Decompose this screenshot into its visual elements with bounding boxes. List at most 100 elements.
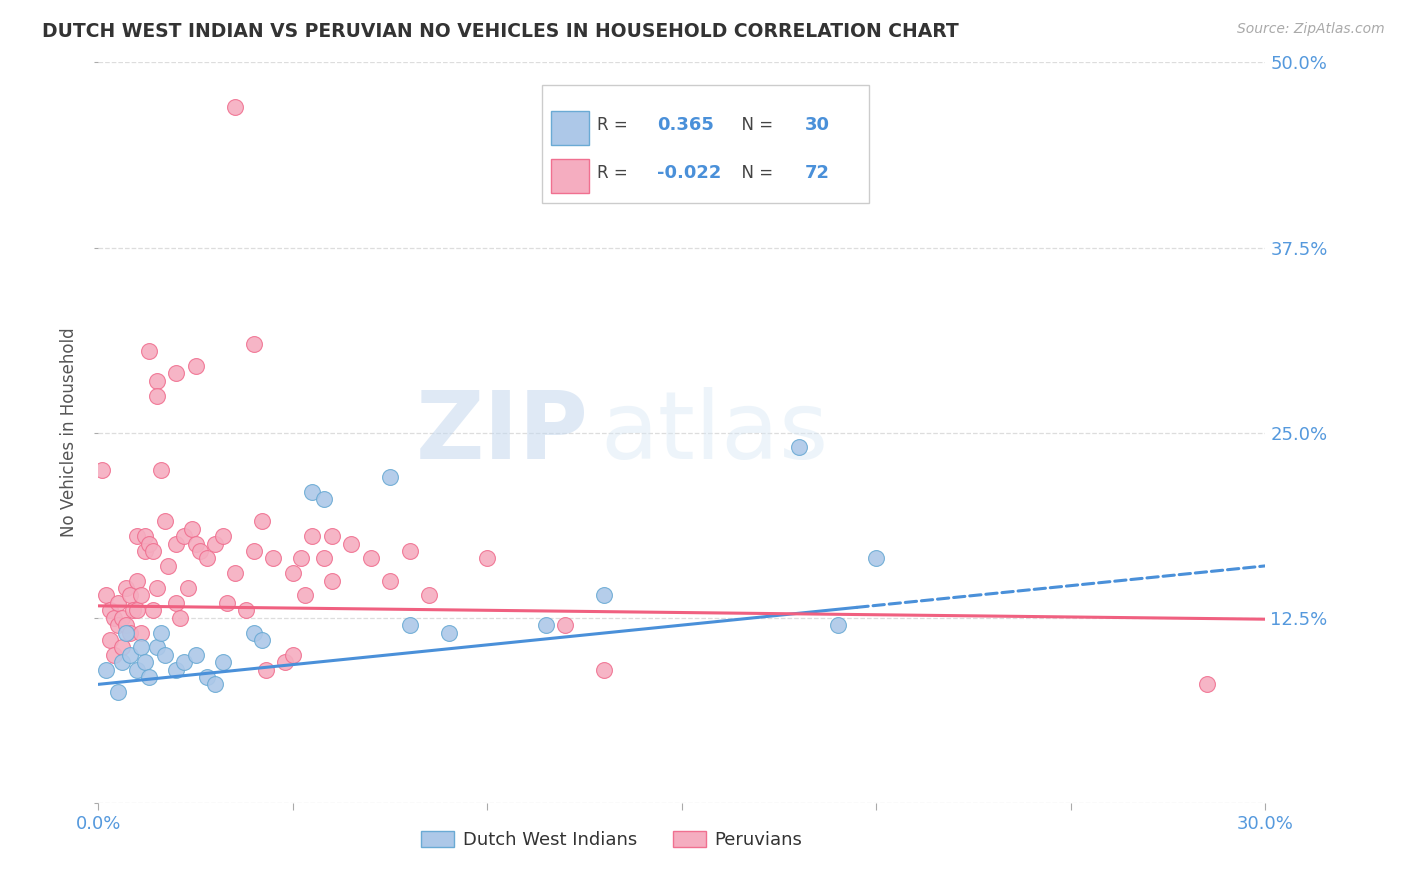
Point (149, 625, 172, 640)
Point (534, 618, 557, 632)
Text: 0.365: 0.365 (658, 116, 714, 134)
Point (195, 670, 218, 684)
Point (91, 462, 114, 476)
Point (787, 441, 810, 455)
Text: -0.022: -0.022 (658, 164, 721, 182)
Point (477, 551, 499, 566)
Point (142, 544, 165, 558)
Point (103, 610, 125, 624)
Point (212, 529, 235, 543)
Point (157, 558, 180, 573)
Point (107, 685, 129, 699)
Point (204, 536, 226, 550)
Point (114, 625, 136, 640)
Point (118, 648, 141, 662)
Point (118, 589, 141, 603)
Point (127, 529, 149, 543)
Point (827, 618, 849, 632)
Point (593, 589, 616, 603)
Point (290, 551, 312, 566)
Point (138, 344, 160, 359)
Point (312, 551, 335, 566)
Point (138, 670, 160, 684)
Point (180, 522, 202, 536)
Point (114, 581, 136, 595)
Point (165, 663, 187, 677)
Point (554, 618, 576, 632)
Point (134, 544, 156, 558)
Text: Source: ZipAtlas.com: Source: ZipAtlas.com (1237, 22, 1385, 37)
Point (146, 581, 169, 595)
Point (165, 596, 187, 610)
Point (129, 589, 152, 603)
Point (437, 625, 460, 640)
Point (418, 589, 440, 603)
Point (111, 610, 134, 624)
Point (96, 589, 118, 603)
Point (281, 566, 304, 581)
Point (165, 367, 187, 381)
Point (138, 536, 160, 550)
Point (103, 648, 125, 662)
Text: N =: N = (731, 164, 779, 182)
Point (301, 529, 323, 543)
Point (111, 655, 134, 669)
Text: R =: R = (596, 164, 633, 182)
Point (118, 625, 141, 640)
Point (865, 551, 887, 566)
Point (1195, 677, 1218, 691)
Point (149, 462, 172, 476)
Point (593, 663, 616, 677)
Point (127, 663, 149, 677)
Point (146, 640, 169, 655)
FancyBboxPatch shape (541, 85, 869, 203)
Point (111, 640, 134, 655)
Point (321, 529, 343, 543)
Point (250, 632, 273, 647)
Point (129, 625, 152, 640)
Point (224, 100, 246, 114)
Point (224, 566, 246, 581)
Point (235, 603, 257, 617)
Point (301, 484, 323, 499)
Point (153, 648, 176, 662)
Point (398, 544, 420, 558)
Text: 72: 72 (804, 164, 830, 182)
Point (340, 536, 363, 550)
Point (243, 544, 266, 558)
Y-axis label: No Vehicles in Household: No Vehicles in Household (60, 327, 79, 538)
Point (204, 677, 226, 691)
Point (262, 551, 284, 566)
Point (398, 618, 420, 632)
Text: atlas: atlas (600, 386, 828, 479)
Point (215, 596, 238, 610)
Point (360, 551, 382, 566)
Point (254, 663, 277, 677)
Point (127, 603, 149, 617)
Point (212, 655, 235, 669)
Text: DUTCH WEST INDIAN VS PERUVIAN NO VEHICLES IN HOUSEHOLD CORRELATION CHART: DUTCH WEST INDIAN VS PERUVIAN NO VEHICLE… (42, 22, 959, 41)
Point (134, 529, 156, 543)
Text: R =: R = (596, 116, 638, 134)
Point (321, 574, 343, 588)
Point (184, 648, 207, 662)
Point (380, 470, 402, 484)
Point (250, 515, 273, 529)
Point (294, 589, 316, 603)
Point (134, 655, 156, 669)
Bar (551, 159, 589, 194)
Point (243, 336, 266, 351)
Point (107, 596, 129, 610)
Point (153, 515, 176, 529)
Point (169, 610, 191, 624)
Point (281, 648, 304, 662)
Text: N =: N = (731, 116, 779, 134)
Point (146, 374, 169, 388)
Point (107, 618, 129, 632)
Point (96, 663, 118, 677)
Point (195, 551, 218, 566)
Legend: Dutch West Indians, Peruvians: Dutch West Indians, Peruvians (413, 824, 810, 856)
Point (98, 603, 121, 617)
Point (127, 574, 149, 588)
Point (173, 529, 195, 543)
